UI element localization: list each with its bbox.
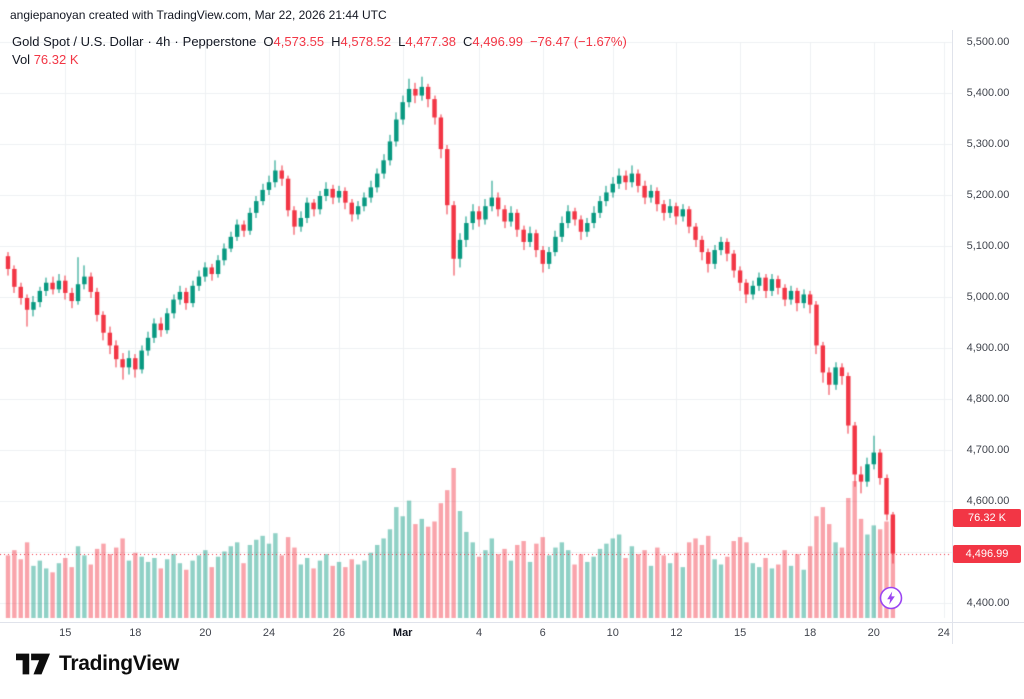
time-tick-label: 12 [670,627,683,639]
high-value: 4,578.52 [340,34,392,49]
close-value: 4,496.99 [472,34,523,49]
time-tick-label: 4 [476,627,483,639]
high-label: H [331,34,341,49]
separator: · [147,34,152,49]
price-tick-label: 4,400.00 [966,597,1010,609]
time-axis-border [0,622,1024,623]
price-tick-label: 5,100.00 [966,240,1010,252]
time-tick-label: 18 [803,627,817,639]
price-tick-label: 5,300.00 [966,138,1010,150]
price-badge: 4,496.99 [953,544,1021,563]
volume-value: 76.32 K [33,52,79,67]
time-tick-label: 20 [199,627,212,639]
price-tick-label: 4,700.00 [966,444,1010,456]
tradingview-logo[interactable]: TradingView [16,652,179,676]
candlestick-chart[interactable] [0,30,1024,622]
open-label: O [263,34,274,49]
price-tick-label: 4,600.00 [966,495,1010,507]
time-tick-label: 10 [606,627,619,639]
time-tick-label: 15 [59,627,72,639]
price-tick-label: 5,200.00 [966,189,1010,201]
time-tick-label: 20 [867,627,880,639]
volume-badge: 76.32 K [953,509,1021,528]
time-tick-label: 6 [539,627,546,639]
time-tick-label: 26 [332,627,346,639]
separator: · [174,34,179,49]
time-tick-label: 15 [733,627,747,639]
time-tick-label: 18 [129,627,142,639]
time-tick-label: Mar [392,627,413,639]
price-tick-label: 5,400.00 [966,87,1010,99]
low-value: 4,477.38 [405,34,456,49]
exchange-label[interactable]: Pepperstone [182,34,257,49]
price-tick-label: 5,000.00 [966,291,1010,303]
time-tick-label: 24 [262,627,276,639]
attribution-text: angiepanoyan created with TradingView.co… [10,8,387,22]
price-axis-border [952,30,953,644]
volume-label: Vol [12,52,31,67]
close-label: C [462,34,473,49]
price-tick-label: 5,500.00 [966,36,1010,48]
chart-legend: Gold Spot / U.S. Dollar · 4h · Pepperstone O4… [12,33,627,68]
brand-name: TradingView [59,652,180,675]
open-value: 4,573.55 [273,34,325,49]
lightning-icon[interactable] [879,586,903,610]
interval-label[interactable]: 4h [155,34,171,49]
low-label: L [398,34,406,49]
price-tick-label: 4,800.00 [966,393,1010,405]
time-tick-label: 24 [937,627,950,639]
tradingview-mark [16,653,50,675]
change-value: −76.47 (−1.67%) [529,34,627,49]
price-tick-label: 4,900.00 [966,342,1010,354]
symbol-title[interactable]: Gold Spot / U.S. Dollar [12,34,144,49]
